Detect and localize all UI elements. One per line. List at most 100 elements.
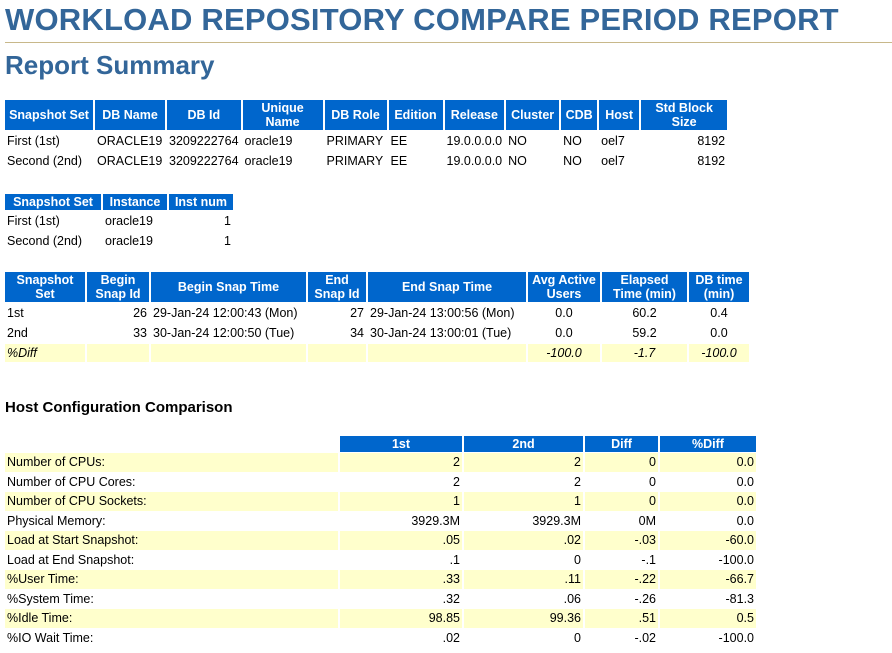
col-header-empty (5, 436, 338, 452)
cell: 30-Jan-24 13:00:01 (Tue) (370, 326, 512, 340)
cell: 33 (133, 326, 147, 340)
cell: 29-Jan-24 13:00:56 (Mon) (370, 306, 515, 320)
host-config-table: 1st 2nd Diff %Diff Number of CPUs: 2 2 0… (3, 435, 758, 648)
host-config-heading: Host Configuration Comparison (5, 399, 233, 416)
table-row: First (1st) oracle19 1 (5, 212, 233, 230)
cell: PRIMARY (326, 154, 384, 168)
report-title: WORKLOAD REPOSITORY COMPARE PERIOD REPOR… (5, 2, 839, 37)
cell: 29-Jan-24 12:00:43 (Mon) (153, 306, 298, 320)
cell: 19.0.0.0.0 (446, 154, 503, 168)
table-row: %User Time: .33 .11 -.22 -66.7 (5, 570, 756, 589)
table-row: Second (2nd) ORACLE19 3209222764 oracle1… (5, 152, 727, 170)
cell: NO (563, 134, 582, 148)
col-header: Instance (103, 194, 167, 210)
cell: 0.0 (736, 474, 754, 489)
diff-row: %Diff -100.0 -1.7 -100.0 (5, 344, 749, 362)
cell: 3209222764 (169, 134, 239, 148)
col-header: DB Id (167, 100, 241, 130)
cell: 3209222764 (169, 154, 239, 168)
table-row: First (1st) ORACLE19 3209222764 oracle19… (5, 132, 727, 150)
table-row: 2nd 33 30-Jan-24 12:00:50 (Tue) 34 30-Ja… (5, 324, 749, 342)
col-header: Snapshot Set (5, 194, 101, 210)
col-header: Edition (388, 100, 443, 130)
table-header-row: Snapshot Set DB Name DB Id Unique Name D… (5, 100, 728, 130)
cell: -.03 (585, 531, 658, 550)
cell: First (1st) (7, 214, 60, 228)
col-header: Diff (585, 436, 658, 452)
cell: -100.0 (718, 552, 754, 567)
cell: 3929.3M (411, 513, 460, 528)
cell: 0.0 (555, 326, 573, 340)
table-row: Load at Start Snapshot: .05 .02 -.03 -60… (5, 531, 756, 550)
cell: 8192 (697, 134, 726, 148)
col-header: Host (599, 100, 640, 130)
col-header: Begin Snap Time (151, 272, 306, 302)
col-header: End Snap Time (368, 272, 526, 302)
cell: 0.0 (660, 492, 756, 511)
cell: First (1st) (7, 134, 60, 148)
col-header: Release (444, 100, 505, 130)
snapshot-info-table: Snapshot Set DB Name DB Id Unique Name D… (3, 98, 729, 172)
cell: 2 (340, 453, 462, 472)
table-row: %IO Wait Time: .02 0 -.02 -100.0 (5, 629, 756, 648)
cell: -.02 (634, 630, 656, 645)
cell: 2nd (7, 326, 28, 340)
col-header: DB time (min) (689, 272, 749, 302)
cell: Second (2nd) (7, 154, 83, 168)
cell: -81.3 (725, 591, 755, 606)
cell (87, 344, 149, 362)
cell: NO (508, 134, 527, 148)
metric-label: Number of CPUs: (5, 453, 338, 472)
cell: 60.2 (632, 306, 657, 320)
cell: 27 (350, 306, 364, 320)
table-row: %Idle Time: 98.85 99.36 .51 0.5 (5, 609, 756, 628)
cell: oracle19 (105, 234, 153, 248)
cell: .33 (340, 570, 462, 589)
cell: 0M (638, 513, 656, 528)
cell: Second (2nd) (7, 234, 83, 248)
cell: 98.85 (340, 609, 462, 628)
cell: EE (390, 154, 408, 168)
col-header: DB Name (95, 100, 165, 130)
cell: -66.7 (660, 570, 756, 589)
metric-label: Physical Memory: (7, 513, 106, 528)
cell: 59.2 (632, 326, 657, 340)
cell: oracle19 (105, 214, 153, 228)
table-row: Number of CPUs: 2 2 0 0.0 (5, 453, 756, 472)
col-header: Inst num (169, 194, 233, 210)
col-header: Begin Snap Id (87, 272, 149, 302)
cell: oel7 (601, 154, 625, 168)
cell (308, 344, 366, 362)
cell: 2 (464, 453, 583, 472)
col-header: %Diff (660, 436, 756, 452)
cell: 0 (574, 630, 581, 645)
cell: -100.0 (689, 344, 749, 362)
col-header: Snapshot Set (5, 100, 93, 130)
cell: oracle19 (244, 134, 293, 148)
cell: 34 (350, 326, 364, 340)
cell: .11 (464, 570, 583, 589)
col-header: Avg Active Users (528, 272, 600, 302)
metric-label: Number of CPU Cores: (7, 474, 136, 489)
cell: .05 (340, 531, 462, 550)
cell (368, 344, 526, 362)
metric-label: Load at End Snapshot: (7, 552, 135, 567)
metric-label: %System Time: (7, 591, 94, 606)
cell: .51 (585, 609, 658, 628)
cell: 0.0 (555, 306, 573, 320)
cell: .06 (563, 591, 581, 606)
cell: ORACLE19 (97, 154, 163, 168)
cell: .02 (464, 531, 583, 550)
cell: -100.0 (718, 630, 754, 645)
cell: NO (563, 154, 582, 168)
metric-label: %User Time: (5, 570, 338, 589)
col-header: Elapsed Time (min) (602, 272, 687, 302)
cell: 0.4 (710, 306, 728, 320)
cell: -1.7 (602, 344, 687, 362)
table-header-row: Snapshot Set Instance Inst num (5, 194, 233, 210)
col-header: End Snap Id (308, 272, 366, 302)
cell: 30-Jan-24 12:00:50 (Tue) (153, 326, 295, 340)
cell (151, 344, 306, 362)
cell: 2 (453, 474, 460, 489)
table-header-row: Snapshot Set Begin Snap Id Begin Snap Ti… (5, 272, 749, 302)
